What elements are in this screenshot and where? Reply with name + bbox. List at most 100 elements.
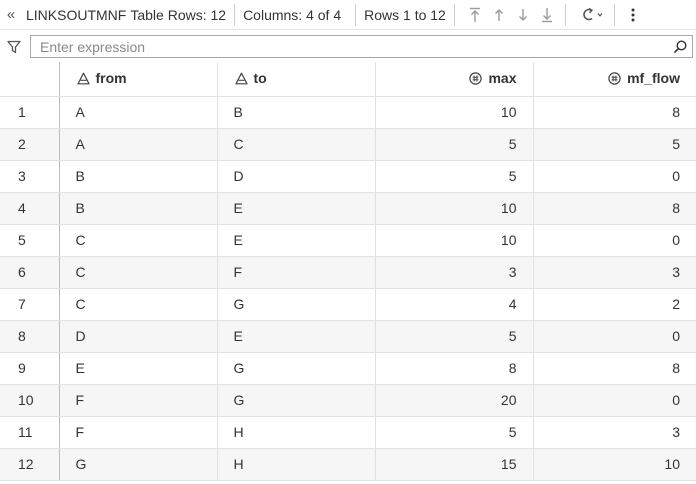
columns-count[interactable]: Columns: 4 of 4 (243, 6, 342, 23)
refresh-icon[interactable] (574, 0, 610, 30)
cell-to[interactable]: C (217, 128, 376, 161)
header-row: from to max (0, 62, 696, 97)
row-number: 12 (0, 448, 60, 481)
expression-box (30, 35, 693, 58)
expression-input[interactable] (31, 36, 661, 57)
toolbar-separator (564, 3, 566, 26)
cell-from[interactable]: C (59, 224, 218, 257)
row-number: 1 (0, 96, 60, 129)
double-chevron-left-icon[interactable]: « (6, 6, 16, 23)
table-row[interactable]: 9 E G 8 8 (0, 352, 696, 385)
row-number: 5 (0, 224, 60, 257)
cell-to[interactable]: E (217, 192, 376, 225)
cell-to[interactable]: B (217, 96, 376, 129)
cell-to[interactable]: H (217, 448, 376, 481)
table-toolbar: « LINKSOUTMNF Table Rows: 12 Columns: 4 … (0, 0, 696, 30)
table-row[interactable]: 3 B D 5 0 (0, 160, 696, 193)
row-number: 3 (0, 160, 60, 193)
cell-mf-flow[interactable]: 0 (533, 384, 696, 417)
cell-mf-flow[interactable]: 5 (533, 128, 696, 161)
cell-mf-flow[interactable]: 8 (533, 352, 696, 385)
column-header-label: mf_flow (627, 70, 680, 86)
column-header-from[interactable]: from (59, 62, 218, 97)
cell-max[interactable]: 15 (375, 448, 534, 481)
table-row[interactable]: 2 A C 5 5 (0, 128, 696, 161)
cell-from[interactable]: C (59, 288, 218, 321)
cell-from[interactable]: F (59, 384, 218, 417)
cell-mf-flow[interactable]: 3 (533, 416, 696, 449)
cell-max[interactable]: 3 (375, 256, 534, 289)
filter-bar (0, 33, 696, 61)
cell-mf-flow[interactable]: 10 (533, 448, 696, 481)
cell-max[interactable]: 5 (375, 320, 534, 353)
cell-to[interactable]: G (217, 384, 376, 417)
cell-to[interactable]: D (217, 160, 376, 193)
row-number: 7 (0, 288, 60, 321)
character-column-icon (234, 72, 248, 85)
table-row[interactable]: 5 C E 10 0 (0, 224, 696, 257)
table-row[interactable]: 4 B E 10 8 (0, 192, 696, 225)
last-page-icon[interactable] (535, 0, 559, 30)
cell-from[interactable]: B (59, 160, 218, 193)
cell-max[interactable]: 5 (375, 160, 534, 193)
cell-from[interactable]: B (59, 192, 218, 225)
cell-mf-flow[interactable]: 0 (533, 160, 696, 193)
table-row[interactable]: 11 F H 5 3 (0, 416, 696, 449)
cell-max[interactable]: 20 (375, 384, 534, 417)
cell-from[interactable]: C (59, 256, 218, 289)
row-number: 10 (0, 384, 60, 417)
cell-to[interactable]: E (217, 224, 376, 257)
cell-mf-flow[interactable]: 3 (533, 256, 696, 289)
numeric-column-icon (469, 71, 483, 85)
cell-mf-flow[interactable]: 0 (533, 320, 696, 353)
column-header-max[interactable]: max (375, 62, 534, 97)
next-page-icon[interactable] (511, 0, 535, 30)
cell-mf-flow[interactable]: 8 (533, 96, 696, 129)
cell-mf-flow[interactable]: 8 (533, 192, 696, 225)
cell-max[interactable]: 8 (375, 352, 534, 385)
cell-max[interactable]: 5 (375, 128, 534, 161)
numeric-column-icon (608, 71, 621, 85)
table-row[interactable]: 10 F G 20 0 (0, 384, 696, 417)
table-row[interactable]: 7 C G 4 2 (0, 288, 696, 321)
column-header-label: from (95, 70, 127, 86)
column-header-mf-flow[interactable]: mf_flow (533, 62, 696, 97)
table-row[interactable]: 1 A B 10 8 (0, 96, 696, 129)
cell-mf-flow[interactable]: 0 (533, 224, 696, 257)
column-header-to[interactable]: to (217, 62, 376, 97)
toolbar-separator (453, 3, 455, 26)
cell-max[interactable]: 10 (375, 96, 534, 129)
data-table: from to max (0, 62, 696, 484)
row-number: 6 (0, 256, 60, 289)
cell-from[interactable]: A (59, 128, 218, 161)
cell-max[interactable]: 5 (375, 416, 534, 449)
more-vertical-icon[interactable] (623, 0, 643, 30)
cell-from[interactable]: D (59, 320, 218, 353)
table-row[interactable]: 8 D E 5 0 (0, 320, 696, 353)
toolbar-separator (234, 3, 236, 26)
cell-to[interactable]: H (217, 416, 376, 449)
funnel-icon[interactable] (0, 33, 28, 61)
toolbar-separator (613, 3, 615, 26)
cell-max[interactable]: 4 (375, 288, 534, 321)
column-header-label: max (488, 70, 517, 86)
cell-from[interactable]: F (59, 416, 218, 449)
row-number: 8 (0, 320, 60, 353)
first-page-icon[interactable] (463, 0, 487, 30)
search-icon[interactable] (672, 39, 688, 55)
table-row[interactable]: 12 G H 15 10 (0, 448, 696, 481)
cell-mf-flow[interactable]: 2 (533, 288, 696, 321)
cell-from[interactable]: A (59, 96, 218, 129)
table-row[interactable]: 6 C F 3 3 (0, 256, 696, 289)
table-name: LINKSOUTMNF (26, 6, 127, 23)
cell-to[interactable]: F (217, 256, 376, 289)
cell-max[interactable]: 10 (375, 224, 534, 257)
previous-page-icon[interactable] (487, 0, 511, 30)
cell-max[interactable]: 10 (375, 192, 534, 225)
cell-from[interactable]: G (59, 448, 218, 481)
cell-from[interactable]: E (59, 352, 218, 385)
cell-to[interactable]: G (217, 352, 376, 385)
cell-to[interactable]: E (217, 320, 376, 353)
row-number-header (0, 62, 60, 97)
cell-to[interactable]: G (217, 288, 376, 321)
